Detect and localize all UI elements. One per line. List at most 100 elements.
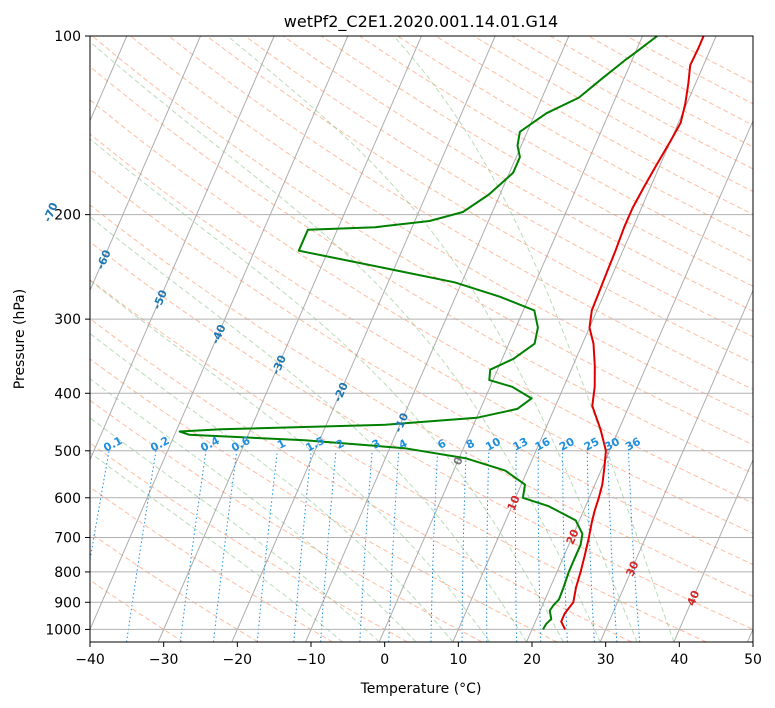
x-tick-label: −10 <box>296 652 326 668</box>
moist-adiabat <box>90 452 343 642</box>
isotherm-line <box>599 289 753 642</box>
dry-adiabat <box>664 36 753 84</box>
y-axis-label: Pressure (hPa) <box>12 289 28 389</box>
x-tick-label: 30 <box>597 652 615 668</box>
isotherm-label: -30 <box>269 353 289 377</box>
mixing-ratio-line <box>486 450 490 642</box>
mixing-ratio-line <box>126 450 157 642</box>
mixing-ratio-label: 1.5 <box>304 434 327 455</box>
isotherm-line <box>378 36 643 642</box>
dry-adiabat <box>320 36 753 287</box>
isotherm-label: -60 <box>94 248 114 272</box>
y-tick-label: 900 <box>54 595 81 611</box>
isotherm-label: 10 <box>505 493 523 513</box>
mixing-ratio-label: 20 <box>557 435 577 454</box>
dry-adiabat <box>90 358 558 642</box>
dry-adiabat <box>90 65 753 475</box>
moist-adiabat <box>90 378 417 642</box>
isotherm-line <box>90 36 201 292</box>
line-labels: -100-90-80-70-60-50-40-30-20-10010203040… <box>41 200 703 608</box>
mixing-ratio-line <box>320 450 337 642</box>
x-tick-label: −20 <box>223 652 253 668</box>
mixing-ratio-line <box>607 450 618 642</box>
mixing-ratio-label: 6 <box>435 437 448 452</box>
isotherm-label: 40 <box>684 588 702 608</box>
dry-adiabat <box>90 486 333 642</box>
dry-adiabat <box>90 133 753 534</box>
dry-adiabat <box>511 36 753 170</box>
mixing-ratio-line <box>213 450 238 642</box>
y-tick-label: 200 <box>54 208 81 224</box>
dry-adiabat <box>90 279 707 642</box>
mixing-ratio-label: 30 <box>602 435 622 454</box>
sounding-series <box>178 36 705 630</box>
moist-adiabat <box>90 138 564 642</box>
moist-adiabat <box>90 417 380 642</box>
background-lines <box>90 36 753 642</box>
dewpoint-profile <box>178 36 658 630</box>
x-tick-label: 50 <box>744 652 762 668</box>
x-tick-label: −30 <box>149 652 179 668</box>
dry-adiabat <box>90 241 753 630</box>
dry-adiabat <box>588 36 753 126</box>
mixing-ratio-label: 13 <box>511 435 531 454</box>
dry-adiabat <box>90 442 408 642</box>
mixing-ratio-line <box>293 450 312 642</box>
isotherm-line <box>747 628 753 642</box>
mixing-ratio-line <box>388 450 400 642</box>
y-tick-label: 500 <box>54 444 81 460</box>
isotherm-line <box>305 36 570 642</box>
x-tick-label: 10 <box>449 652 467 668</box>
dry-adiabat <box>244 36 753 338</box>
isotherm-label: 30 <box>624 559 642 579</box>
mixing-ratio-label: 36 <box>623 435 643 454</box>
y-tick-label: 800 <box>54 565 81 581</box>
mixing-ratio-line <box>179 450 207 642</box>
mixing-ratio-line <box>90 450 110 563</box>
y-tick-label: 1000 <box>45 622 81 638</box>
mixing-ratio-line <box>256 450 278 642</box>
isotherm-line <box>452 36 717 642</box>
y-tick-label: 300 <box>54 312 81 328</box>
x-axis-label: Temperature (°C) <box>360 681 482 697</box>
dry-adiabat <box>473 36 753 192</box>
x-tick-label: −40 <box>75 652 105 668</box>
dry-adiabat <box>90 99 753 504</box>
mixing-ratio-label: 3 <box>370 437 383 452</box>
dry-adiabat <box>168 36 753 391</box>
mixing-ratio-line <box>359 450 373 642</box>
moist-adiabat <box>227 36 638 642</box>
dry-adiabat <box>130 36 753 418</box>
isotherm-line <box>673 458 753 642</box>
mixing-ratio-line <box>430 450 439 642</box>
moist-adiabat <box>393 36 675 642</box>
isotherm-line <box>90 36 275 462</box>
dry-adiabat <box>90 399 483 642</box>
x-tick-label: 20 <box>523 652 541 668</box>
mixing-ratio-line <box>628 450 641 642</box>
mixing-ratio-label: 16 <box>533 435 553 454</box>
chart-title: wetPf2_C2E1.2020.001.14.01.G14 <box>284 12 558 32</box>
isotherm-label: -40 <box>209 322 229 346</box>
x-tick-label: 40 <box>670 652 688 668</box>
y-tick-label: 100 <box>54 29 81 45</box>
isotherm-line <box>90 36 349 631</box>
pressure-grid <box>90 36 753 630</box>
plot-frame <box>89 35 754 643</box>
y-tick-label: 600 <box>54 491 81 507</box>
dry-adiabat <box>549 36 753 148</box>
isotherm-line <box>231 36 496 642</box>
dry-adiabat <box>90 318 632 642</box>
mixing-ratio-label: 8 <box>464 437 477 452</box>
x-tick-label: 0 <box>380 652 389 668</box>
moist-adiabat <box>90 216 527 642</box>
dry-adiabat <box>90 204 753 598</box>
y-tick-label: 700 <box>54 531 81 547</box>
y-tick-label: 400 <box>54 386 81 402</box>
dry-adiabat <box>359 36 753 263</box>
mixing-ratio-line <box>586 450 595 642</box>
temperature-profile <box>560 36 705 630</box>
isotherm-label: -10 <box>391 411 411 435</box>
moist-adiabat <box>90 332 454 642</box>
isotherm-line <box>526 119 753 642</box>
